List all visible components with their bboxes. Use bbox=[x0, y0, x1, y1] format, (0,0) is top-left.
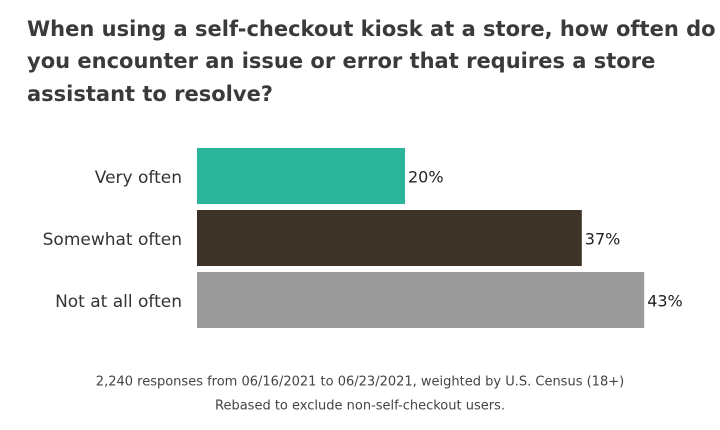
chart-title: you encounter an issue or error that req… bbox=[27, 49, 655, 73]
bar bbox=[197, 148, 405, 204]
category-label: Somewhat often bbox=[43, 230, 182, 250]
bar bbox=[197, 272, 645, 328]
chart-title: When using a self-checkout kiosk at a st… bbox=[27, 17, 716, 41]
footnote: Rebased to exclude non-self-checkout use… bbox=[215, 399, 505, 414]
chart-title: assistant to resolve? bbox=[27, 82, 273, 106]
category-label: Not at all often bbox=[55, 292, 182, 312]
value-label: 20% bbox=[408, 168, 444, 187]
bar bbox=[197, 210, 582, 266]
footnote: 2,240 responses from 06/16/2021 to 06/23… bbox=[96, 375, 624, 390]
value-label: 37% bbox=[585, 230, 621, 249]
category-label: Very often bbox=[95, 168, 182, 188]
value-label: 43% bbox=[647, 292, 683, 311]
